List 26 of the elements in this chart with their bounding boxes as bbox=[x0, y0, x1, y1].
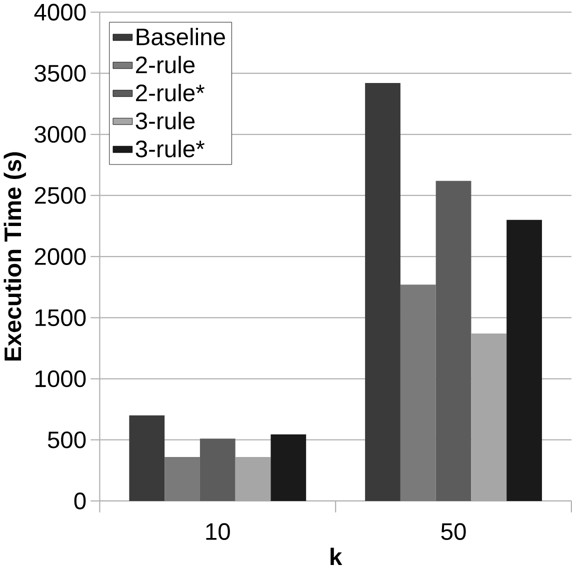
bar bbox=[506, 220, 542, 502]
bar bbox=[436, 180, 472, 502]
y-axis-title: Execution Time (s) bbox=[4, 152, 26, 361]
bar bbox=[400, 284, 436, 502]
y-tick-label: 3500 bbox=[34, 64, 86, 82]
y-tick-label: 1500 bbox=[36, 309, 86, 326]
y-tick-label: 0 bbox=[74, 492, 86, 510]
bar bbox=[365, 83, 400, 502]
y-tick-label: 2500 bbox=[34, 187, 86, 204]
legend-label: 3-rule bbox=[136, 112, 195, 130]
x-tick-label: 10 bbox=[206, 523, 230, 540]
legend-label: 2-rule bbox=[136, 56, 195, 74]
legend-label: 3-rule* bbox=[136, 140, 204, 158]
y-tick-label: 1000 bbox=[36, 370, 86, 388]
x-axis-title: k bbox=[330, 548, 342, 566]
legend-label: 2-rule* bbox=[136, 84, 204, 102]
bar bbox=[164, 457, 200, 502]
legend-label: Baseline bbox=[136, 28, 225, 46]
bar bbox=[200, 438, 236, 502]
y-tick-label: 4000 bbox=[34, 4, 86, 21]
bar bbox=[129, 416, 165, 502]
y-tick-label: 3000 bbox=[34, 126, 86, 143]
bar bbox=[270, 434, 306, 502]
y-tick-label: 500 bbox=[48, 432, 86, 448]
x-tick-label: 50 bbox=[441, 523, 466, 540]
y-tick-label: 2000 bbox=[34, 248, 86, 266]
